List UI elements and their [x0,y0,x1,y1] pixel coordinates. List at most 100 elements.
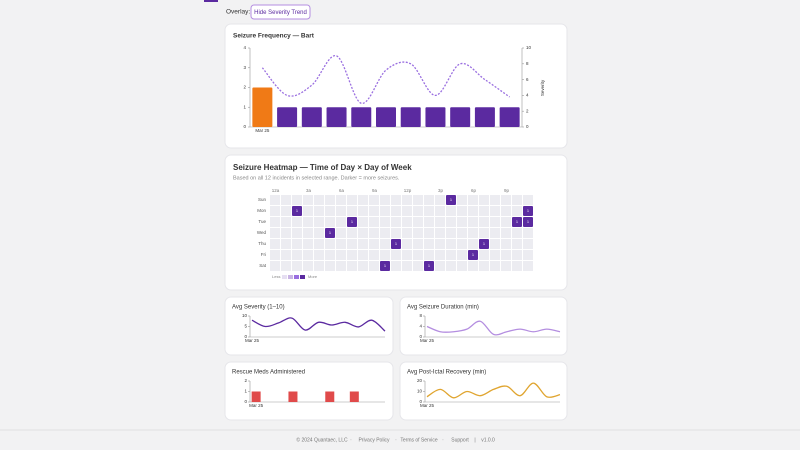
cell-label: 1 [395,242,397,246]
heat-cell [325,250,335,260]
bar [425,107,446,127]
heat-cell [424,261,434,271]
separator: · [442,437,444,443]
y-tick-label: 4 [243,45,246,50]
heat-cell [490,261,500,271]
heat-cell [501,217,511,227]
heat-cell [413,239,423,249]
y-tick-label: 0 [243,124,246,129]
heat-cell [446,239,456,249]
heat-cell [457,261,467,271]
heat-cell [336,250,346,260]
x-tick-label: Mar 25 [255,128,270,133]
heat-cell [347,195,357,205]
button-bg[interactable] [250,4,311,20]
heat-cell [446,250,456,260]
legend-swatch [294,275,299,279]
y2-axis-label: Severity [540,79,545,96]
heat-cell [446,228,456,238]
heat-cell [292,250,302,260]
heat-cell [512,239,522,249]
heat-cell [369,250,379,260]
bar [251,391,261,402]
heat-cell [358,239,368,249]
footer-link[interactable]: Privacy Policy [358,437,390,443]
footer-link[interactable]: Support [451,437,469,443]
heat-cell [292,206,302,216]
y-tick-label: 2 [243,85,246,90]
cell-label: 1 [384,264,386,268]
overlay-label: Overlay: [226,9,250,16]
heat-cell [369,195,379,205]
bar [349,391,359,402]
bar [474,107,495,127]
x-tick-label: Mar 25 [420,403,435,408]
heat-cell [457,206,467,216]
heat-cell [468,261,478,271]
row-label: Wed [257,230,267,235]
heat-cell [303,261,313,271]
chart-title: Seizure Heatmap — Time of Day × Day of W… [233,163,412,172]
cell-label: 1 [329,231,331,235]
y2-tick-label: 8 [526,61,529,66]
heat-cell [479,206,489,216]
y2-tick-label: 4 [526,93,529,98]
cell-label: 1 [428,264,430,268]
heat-cell [314,250,324,260]
column-label: 12a [272,188,280,193]
heat-cell [501,261,511,271]
heat-cell [490,250,500,260]
heat-cell [479,261,489,271]
heat-cell [468,239,478,249]
heat-cell [402,206,412,216]
heat-cell [281,250,291,260]
heat-cell [391,239,401,249]
divider: | [474,437,475,443]
separator: · [395,437,397,443]
heat-cell [402,195,412,205]
y-tick-label: 3 [243,65,246,70]
heat-cell [380,261,390,271]
heat-cell [468,206,478,216]
heat-cell [358,250,368,260]
heat-cell [347,206,357,216]
heat-cell [270,261,280,271]
heat-cell [281,261,291,271]
heat-cell [369,228,379,238]
heat-cell [512,217,522,227]
legend-swatch [282,275,287,279]
heat-cell [435,206,445,216]
chart-title: Avg Seizure Duration (min) [407,305,479,311]
version: v1.0.0 [481,437,495,443]
heat-cell [303,228,313,238]
button-label[interactable]: Hide Severity Trend [254,10,307,16]
heat-cell [314,261,324,271]
heat-cell [336,206,346,216]
footer-link[interactable]: Terms of Service [400,437,437,443]
y2-tick-label: 6 [526,77,529,82]
heat-cell [468,195,478,205]
separator: · [350,437,352,443]
bar [288,391,298,402]
heat-cell [325,261,335,271]
heat-cell [358,195,368,205]
copyright: © 2024 Quantaec, LLC [296,436,348,443]
y-tick-label: 0 [244,334,247,339]
row-label: Thu [258,241,266,246]
overlay-button[interactable]: Hide Severity Trend [250,4,311,20]
bar [351,107,372,127]
chart-title: Rescue Meds Administered [232,370,305,376]
cell-label: 1 [450,198,452,202]
heat-cell [380,228,390,238]
heat-cell [314,195,324,205]
bar [400,107,421,127]
heat-cell [424,195,434,205]
cell-label: 1 [296,209,298,213]
row-label: Fri [261,252,266,257]
y2-tick-label: 10 [526,45,532,50]
chart-title: Avg Post-Ictal Recovery (min) [407,370,486,376]
card [224,361,394,421]
heat-cell [435,195,445,205]
heat-cell [402,250,412,260]
